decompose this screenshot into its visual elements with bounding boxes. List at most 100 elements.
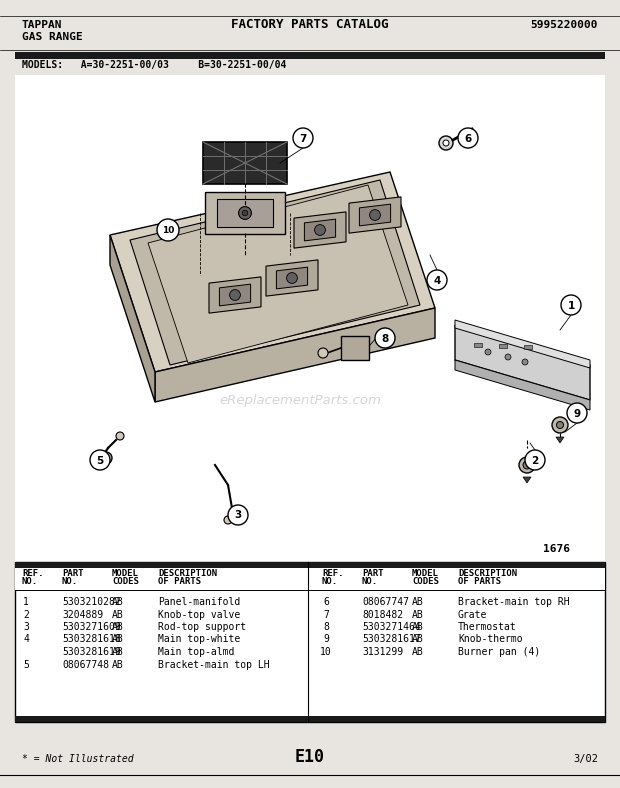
Text: 5303210282: 5303210282 — [62, 597, 121, 607]
Text: 5: 5 — [23, 660, 29, 670]
Polygon shape — [455, 325, 590, 400]
Circle shape — [561, 295, 581, 315]
Circle shape — [224, 516, 232, 524]
Polygon shape — [349, 197, 401, 233]
Circle shape — [157, 219, 179, 241]
Polygon shape — [217, 199, 273, 227]
Circle shape — [439, 136, 453, 150]
Text: 1: 1 — [567, 300, 575, 310]
Circle shape — [239, 206, 251, 219]
Text: TAPPAN: TAPPAN — [22, 20, 63, 30]
Text: CODES: CODES — [412, 577, 439, 585]
Text: MODEL: MODEL — [412, 568, 439, 578]
Text: 9: 9 — [323, 634, 329, 645]
Circle shape — [314, 225, 326, 236]
Bar — [499, 344, 507, 348]
Bar — [15, 716, 605, 722]
Text: NO.: NO. — [362, 577, 378, 585]
Text: DESCRIPTION: DESCRIPTION — [158, 568, 217, 578]
Text: NO.: NO. — [22, 577, 38, 585]
Text: eReplacementParts.com: eReplacementParts.com — [219, 393, 381, 407]
Polygon shape — [360, 204, 391, 226]
Circle shape — [505, 354, 511, 360]
Text: DESCRIPTION: DESCRIPTION — [458, 568, 517, 578]
Text: Rod-top support: Rod-top support — [158, 622, 246, 632]
Text: AB: AB — [412, 597, 423, 607]
Circle shape — [523, 461, 531, 469]
Text: 5303271464: 5303271464 — [362, 622, 421, 632]
Text: AB: AB — [112, 597, 124, 607]
Polygon shape — [556, 437, 564, 443]
Text: Panel-manifold: Panel-manifold — [158, 597, 241, 607]
Circle shape — [522, 359, 528, 365]
Circle shape — [557, 422, 564, 429]
Bar — [15, 52, 605, 59]
Bar — [15, 562, 605, 568]
Circle shape — [90, 450, 110, 470]
Polygon shape — [294, 212, 346, 248]
Text: 5303281619: 5303281619 — [62, 647, 121, 657]
Polygon shape — [523, 477, 531, 483]
Text: 3204889: 3204889 — [62, 609, 103, 619]
Text: Bracket-main top LH: Bracket-main top LH — [158, 660, 270, 670]
Text: 6: 6 — [464, 133, 472, 143]
Polygon shape — [266, 260, 318, 296]
Circle shape — [525, 450, 545, 470]
Polygon shape — [130, 180, 420, 365]
Text: AB: AB — [112, 622, 124, 632]
Text: 8018482: 8018482 — [362, 609, 403, 619]
Text: 2: 2 — [23, 609, 29, 619]
Text: Grate: Grate — [458, 609, 487, 619]
Text: 10: 10 — [162, 226, 174, 235]
Text: 8: 8 — [381, 333, 389, 344]
Polygon shape — [277, 267, 308, 289]
Text: PART: PART — [62, 568, 84, 578]
Circle shape — [228, 505, 248, 525]
Circle shape — [242, 210, 248, 216]
Text: E10: E10 — [295, 748, 325, 766]
Text: Main top-almd: Main top-almd — [158, 647, 234, 657]
Text: 7: 7 — [299, 133, 307, 143]
Text: 5: 5 — [96, 455, 104, 466]
Text: AB: AB — [112, 647, 124, 657]
Polygon shape — [455, 320, 590, 368]
Circle shape — [293, 128, 313, 148]
Circle shape — [104, 455, 108, 460]
Polygon shape — [110, 172, 435, 372]
Polygon shape — [155, 308, 435, 402]
Circle shape — [552, 417, 568, 433]
Polygon shape — [205, 192, 285, 234]
Circle shape — [116, 432, 124, 440]
Text: 3: 3 — [234, 511, 242, 521]
Polygon shape — [219, 284, 250, 306]
Text: AB: AB — [112, 609, 124, 619]
Circle shape — [519, 457, 535, 473]
Bar — [341, 336, 369, 360]
Text: AB: AB — [412, 622, 423, 632]
Text: NO.: NO. — [62, 577, 78, 585]
Text: GAS RANGE: GAS RANGE — [22, 32, 82, 42]
Text: 9: 9 — [574, 408, 580, 418]
Circle shape — [318, 348, 328, 358]
Text: PART: PART — [362, 568, 384, 578]
Text: 3131299: 3131299 — [362, 647, 403, 657]
Text: AB: AB — [412, 609, 423, 619]
Polygon shape — [304, 219, 335, 241]
Text: Knob-thermo: Knob-thermo — [458, 634, 523, 645]
Bar — [15, 75, 605, 565]
Text: 1676: 1676 — [543, 544, 570, 554]
Text: 7: 7 — [323, 609, 329, 619]
Text: Bracket-main top RH: Bracket-main top RH — [458, 597, 570, 607]
Text: AB: AB — [112, 634, 124, 645]
Text: AB: AB — [412, 647, 423, 657]
Text: 08067747: 08067747 — [362, 597, 409, 607]
Text: OF PARTS: OF PARTS — [158, 577, 201, 585]
Bar — [15, 562, 605, 722]
Text: OF PARTS: OF PARTS — [458, 577, 501, 585]
Text: 5995220000: 5995220000 — [531, 20, 598, 30]
Text: 08067748: 08067748 — [62, 660, 109, 670]
Text: 8: 8 — [323, 622, 329, 632]
Text: Knob-top valve: Knob-top valve — [158, 609, 241, 619]
Bar — [474, 343, 482, 347]
Polygon shape — [148, 185, 408, 363]
